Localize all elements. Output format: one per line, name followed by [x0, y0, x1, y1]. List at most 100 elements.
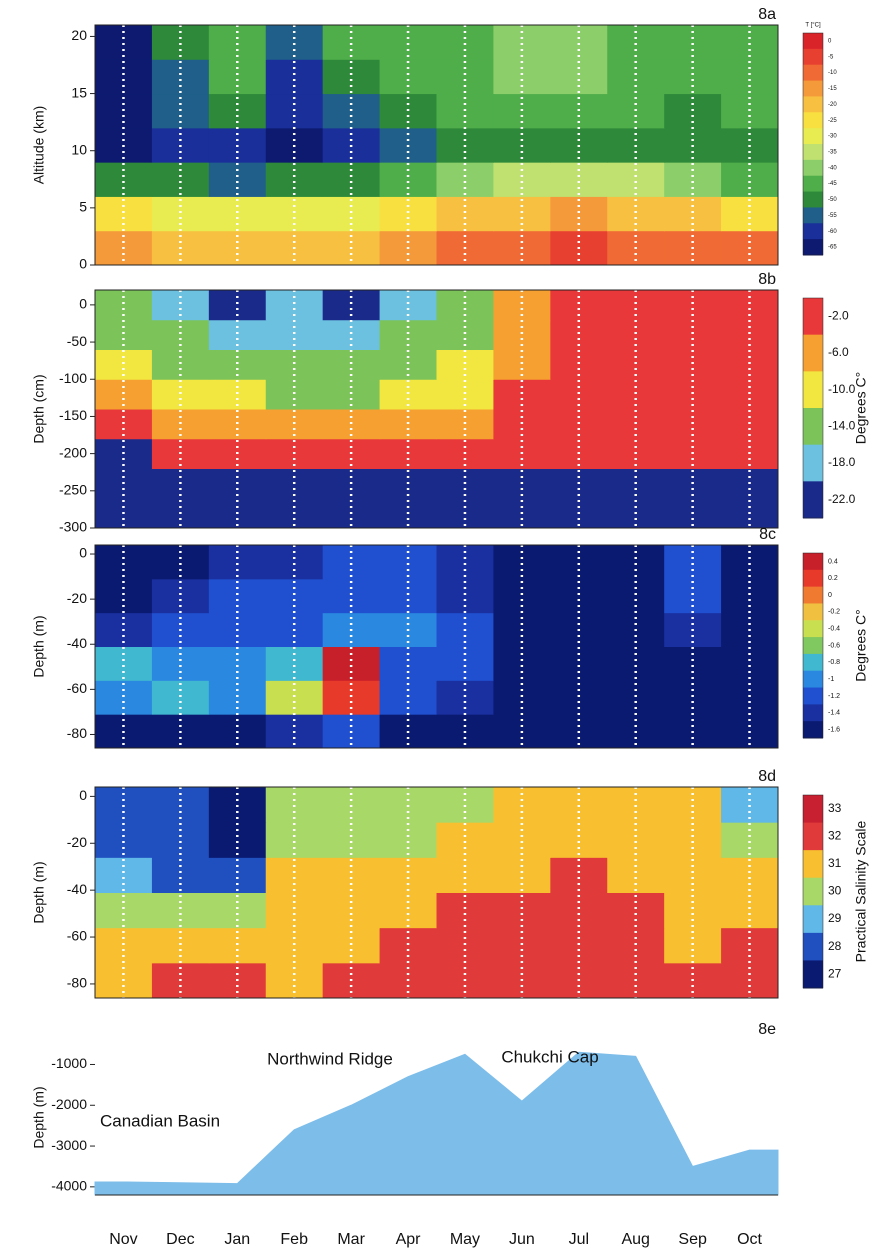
colorbar-tick-label: -10.0 [828, 382, 856, 396]
y-tick-label: -40 [67, 635, 87, 651]
colorbar-segment [803, 444, 823, 482]
heat-cell [721, 196, 779, 232]
colorbar-tick-label: -35 [828, 150, 837, 156]
heat-cell [436, 787, 494, 823]
colorbar-frame [802, 552, 824, 739]
y-tick-label: -80 [67, 975, 87, 991]
colorbar-tick-label: -0.4 [828, 626, 840, 633]
heat-cell [208, 578, 267, 614]
heat-cell [721, 680, 779, 715]
heat-cell [379, 927, 437, 964]
colorbar-segment [803, 586, 823, 604]
heat-cell [664, 787, 722, 823]
y-tick-label: 20 [71, 27, 87, 43]
y-tick-label: -100 [59, 370, 87, 386]
colorbar-segment [803, 64, 823, 82]
colorbar-segment [803, 553, 823, 571]
heat-cell [493, 25, 551, 60]
heat-cell [95, 578, 153, 614]
heat-cell [436, 25, 494, 60]
heat-cell [664, 646, 722, 681]
colorbar-segment [803, 932, 823, 961]
heat-cell [493, 545, 551, 580]
colorbar-tick-label: -60 [828, 229, 837, 235]
colorbar-tick-label: -2.0 [828, 309, 849, 323]
colorbar-tick-label: -30 [828, 134, 837, 140]
heat-cell [721, 927, 779, 964]
heat-cell [664, 162, 722, 197]
colorbar-label: T [°C] [805, 23, 821, 29]
heat-cell [208, 25, 267, 60]
heat-cell [151, 892, 210, 929]
heat-cell [436, 646, 494, 681]
heat-cell [664, 857, 722, 893]
heat-cell [550, 25, 608, 60]
colorbar-tick-label: -0.8 [828, 659, 840, 666]
heat-cell [436, 822, 494, 858]
y-axis-label: Depth (m) [31, 861, 47, 923]
heat-cell [322, 892, 381, 929]
heat-cell [265, 857, 324, 893]
colorbar-tick-label: -22.0 [828, 492, 856, 506]
panel-label: 8e [758, 1021, 776, 1038]
colorbar-tick-label: -5 [828, 54, 834, 60]
colorbar-segment [803, 80, 823, 97]
y-tick-label: -50 [67, 333, 87, 349]
plot-frame [94, 786, 779, 999]
heat-cell [436, 927, 494, 964]
heat-cell [550, 787, 608, 823]
heat-cell [379, 857, 437, 893]
heat-cell [436, 162, 494, 197]
heat-cell [550, 545, 608, 580]
heat-cell [95, 857, 153, 893]
y-tick-label: 10 [71, 141, 87, 157]
heat-cell [208, 680, 267, 715]
y-axis-label: Altitude (km) [31, 106, 47, 185]
y-tick-label: 15 [71, 84, 87, 100]
heat-cell [322, 927, 381, 964]
heat-cell [322, 25, 381, 60]
colorbar-segment [803, 569, 823, 588]
heat-cell [607, 646, 665, 681]
heat-cell [322, 787, 381, 823]
heat-cell [550, 680, 608, 715]
heat-cell [436, 59, 494, 95]
colorbar-tick-label: -20 [828, 102, 837, 108]
heat-cell [607, 857, 665, 893]
heat-cell [607, 162, 665, 197]
colorbar-tick-label: -1.2 [828, 693, 840, 700]
heat-cell [151, 680, 210, 715]
colorbar-segment [803, 159, 823, 177]
heat-cell [208, 162, 267, 197]
heat-cell [664, 680, 722, 715]
x-tick-label: Jan [224, 1231, 250, 1248]
y-tick-label: -20 [67, 590, 87, 606]
y-axis-label: Depth (m) [31, 1086, 47, 1148]
colorbar-frame [802, 32, 824, 256]
colorbar-tick-label: -45 [828, 181, 837, 187]
heat-cell [208, 927, 267, 964]
heat-cell [607, 196, 665, 232]
colorbar-tick-label: 29 [828, 911, 842, 925]
heat-cell [721, 857, 779, 893]
heat-cell [265, 162, 324, 197]
colorbar-tick-label: 0 [828, 39, 832, 45]
heat-cell [151, 857, 210, 893]
heat-cell [493, 59, 551, 95]
colorbar-segment [803, 223, 823, 240]
heat-cell [664, 578, 722, 614]
heat-cell [436, 196, 494, 232]
colorbar-tick-label: 0.2 [828, 575, 838, 582]
colorbar-tick-label: 28 [828, 939, 842, 953]
colorbar-segment [803, 653, 823, 672]
heat-cell [721, 59, 779, 95]
y-tick-label: -200 [59, 444, 87, 460]
annotation: Chukchi Cap [501, 1047, 598, 1066]
colorbar-segment [803, 239, 823, 256]
colorbar-tick-label: -0.6 [828, 642, 840, 649]
x-tick-label: Apr [396, 1231, 422, 1248]
heat-cell [95, 545, 153, 580]
colorbar-tick-label: -40 [828, 165, 837, 171]
heat-cell [265, 578, 324, 614]
colorbar-tick-label: -10 [828, 70, 837, 76]
